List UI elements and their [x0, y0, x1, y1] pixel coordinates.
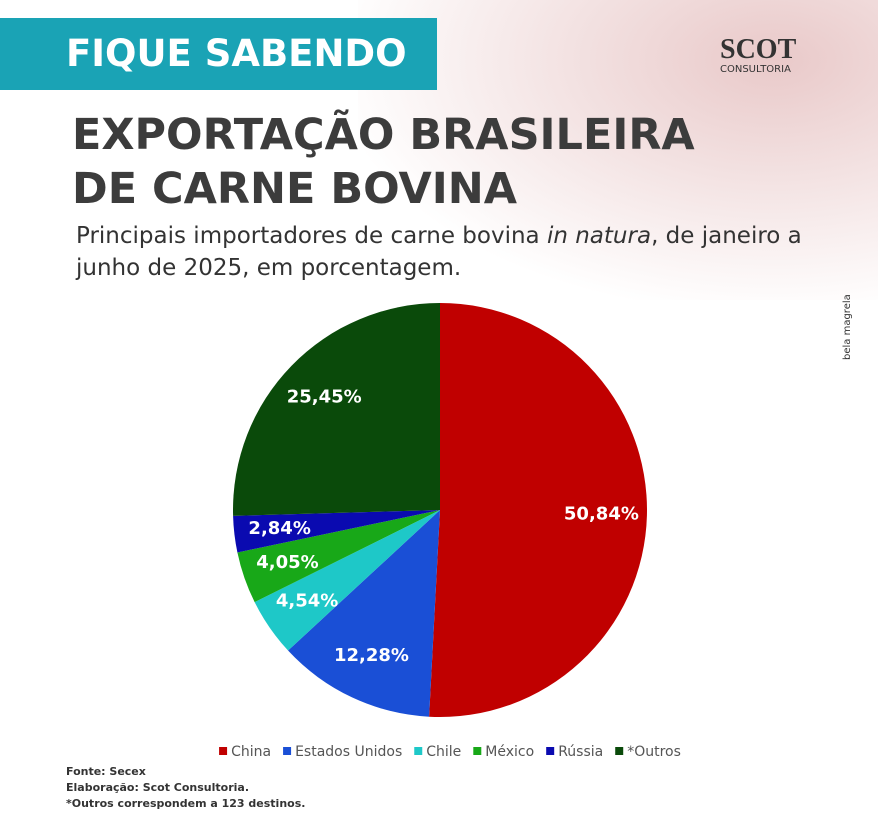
logo-name: SCOT	[720, 34, 797, 65]
pie-slice	[233, 510, 440, 553]
legend-label: Estados Unidos	[295, 744, 402, 760]
logo-tagline: CONSULTORIA	[720, 64, 791, 75]
legend-label: Chile	[426, 744, 461, 760]
legend-swatch	[283, 747, 292, 755]
legend-swatch	[219, 747, 228, 755]
data-label: 50,84%	[564, 503, 639, 524]
pie-slice	[288, 510, 440, 717]
legend-label: *Outros	[627, 744, 681, 760]
data-label: 4,54%	[276, 591, 338, 612]
author: Elaboração: Scot Consultoria.	[66, 781, 250, 794]
chart-title: EXPORTAÇÃO BRASILEIRA DE CARNE BOVINA	[72, 110, 695, 214]
data-label: 12,28%	[334, 645, 409, 666]
legend-swatch	[414, 747, 423, 755]
data-label: 25,45%	[287, 386, 362, 407]
pie-slice	[232, 303, 440, 516]
legend-swatch	[615, 747, 624, 755]
pie-slice	[254, 510, 440, 651]
legend-label: Rússia	[558, 744, 603, 760]
source: Fonte: Secex	[66, 765, 146, 778]
chart-subtitle: Principais importadores de carne bovina …	[76, 220, 806, 284]
subtitle-text: , de janeiro a junho de 2025, em porcent…	[76, 223, 802, 281]
legend-swatch	[546, 747, 555, 755]
footer: Fonte: Secex Elaboração: Scot Consultori…	[66, 764, 305, 812]
legend-label: China	[231, 744, 271, 760]
data-label: 2,84%	[248, 518, 310, 539]
pie-slice	[429, 303, 648, 718]
subtitle-italic: in natura	[546, 223, 652, 249]
data-label: 4,05%	[256, 552, 318, 573]
subtitle-text: Principais importadores de carne bovina	[76, 223, 547, 249]
note: *Outros correspondem a 123 destinos.	[66, 797, 306, 810]
logo: SCOT CONSULTORIA	[700, 34, 797, 76]
banner: FIQUE SABENDO	[0, 18, 437, 90]
background-photo	[358, 0, 878, 300]
legend-label: México	[485, 744, 534, 760]
pie-slice	[237, 510, 440, 603]
legend-swatch	[473, 747, 482, 755]
